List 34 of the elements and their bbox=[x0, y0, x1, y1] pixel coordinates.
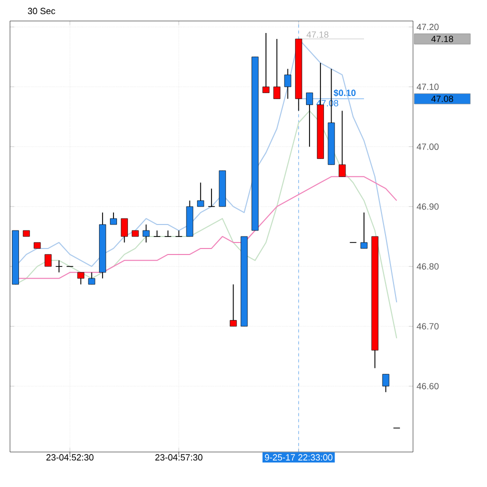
y-tick-label: 46.70 bbox=[416, 323, 439, 330]
candlestick bbox=[284, 68, 292, 100]
y-tick-label: 47.00 bbox=[416, 144, 439, 150]
chart-title: 30 Sec bbox=[28, 8, 56, 14]
candlestick bbox=[175, 230, 182, 237]
candlestick bbox=[208, 188, 216, 208]
x-tick-label: 23-04:52:30 bbox=[46, 454, 94, 461]
text: 47.08 bbox=[431, 96, 454, 102]
candlestick bbox=[120, 218, 128, 243]
x-tick-label: 9-25-17 22:33:00 bbox=[264, 454, 332, 461]
ref-line-label: 47.18 bbox=[306, 31, 328, 38]
candlestick bbox=[230, 284, 237, 327]
candlestick bbox=[382, 374, 390, 393]
y-tick-label: 47.20 bbox=[416, 24, 439, 30]
y-tick-label: 46.60 bbox=[416, 382, 439, 390]
candlestick bbox=[142, 224, 150, 243]
annotation: $0.10 bbox=[334, 89, 356, 97]
candlestick bbox=[153, 230, 161, 237]
candlestick bbox=[338, 110, 346, 178]
candlestick bbox=[262, 32, 270, 94]
candlestick bbox=[77, 272, 84, 285]
x-tick-label: 23-04:57:30 bbox=[155, 454, 202, 461]
candlestick bbox=[44, 254, 52, 267]
candlestick bbox=[110, 212, 117, 225]
candlestick bbox=[360, 212, 368, 249]
text: 47.18 bbox=[431, 36, 454, 42]
candlestick bbox=[164, 230, 172, 237]
y-tick-label: 46.80 bbox=[416, 263, 439, 270]
y-tick-label: 47.10 bbox=[416, 84, 439, 90]
candlestick bbox=[88, 272, 96, 285]
candlestick bbox=[197, 182, 204, 208]
y-tick-label: 46.90 bbox=[416, 203, 439, 210]
candlestick bbox=[55, 260, 63, 273]
candlestick bbox=[273, 38, 280, 100]
